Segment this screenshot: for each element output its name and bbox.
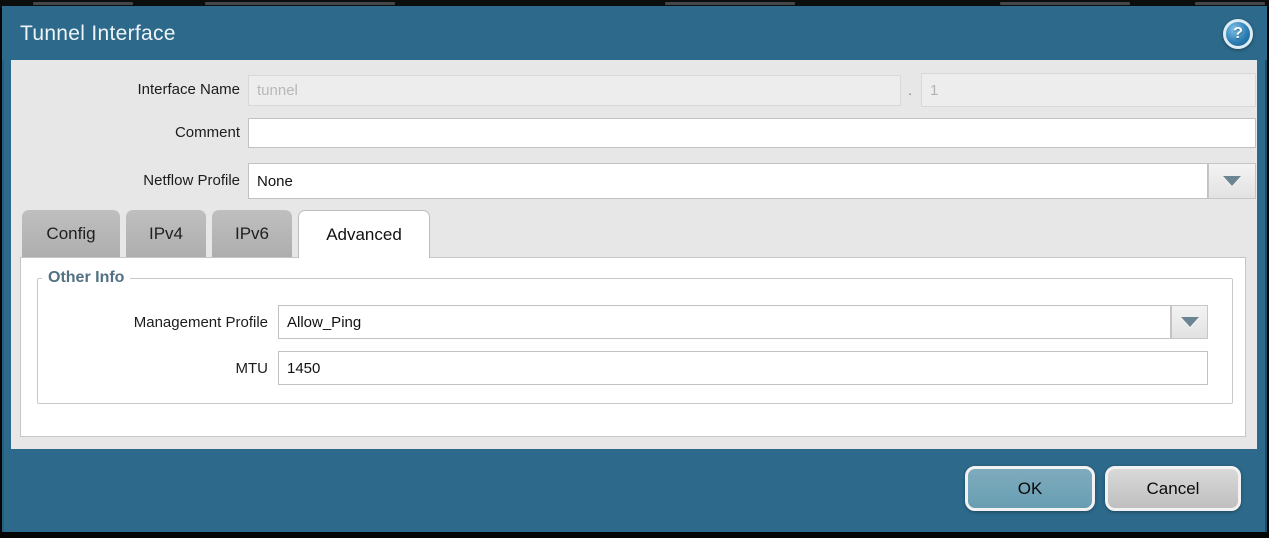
background-text-fragment bbox=[205, 2, 395, 5]
interface-name-separator: . bbox=[908, 82, 913, 99]
help-button[interactable]: ? bbox=[1223, 19, 1253, 49]
tab-advanced[interactable]: Advanced bbox=[298, 210, 430, 258]
advanced-tab-panel: Other Info Management Profile MTU bbox=[20, 257, 1246, 437]
chevron-down-icon bbox=[1180, 317, 1199, 327]
management-profile-row: Management Profile bbox=[38, 305, 1220, 339]
ok-button[interactable]: OK bbox=[965, 466, 1095, 511]
chevron-down-icon bbox=[1223, 176, 1241, 186]
dialog-title: Tunnel Interface bbox=[20, 22, 176, 45]
tab-config[interactable]: Config bbox=[22, 210, 120, 257]
dialog-titlebar: Tunnel Interface ? bbox=[2, 6, 1267, 60]
background-page-strip bbox=[0, 0, 1269, 7]
mtu-label: MTU bbox=[235, 359, 269, 377]
dialog-body: Interface Name . Comment Netflow Profile… bbox=[11, 60, 1257, 449]
mtu-row: MTU bbox=[38, 351, 1220, 385]
netflow-profile-label: Netflow Profile bbox=[143, 172, 240, 189]
netflow-profile-select[interactable] bbox=[248, 163, 1208, 199]
comment-input[interactable] bbox=[248, 118, 1256, 148]
background-text-fragment bbox=[33, 2, 133, 5]
question-mark-icon: ? bbox=[1233, 25, 1243, 42]
background-text-fragment bbox=[1000, 2, 1130, 5]
netflow-profile-dropdown-button[interactable] bbox=[1208, 163, 1256, 199]
cancel-button[interactable]: Cancel bbox=[1105, 466, 1241, 511]
other-info-group: Other Info Management Profile MTU bbox=[37, 269, 1233, 404]
management-profile-select[interactable] bbox=[278, 305, 1171, 339]
management-profile-dropdown-button[interactable] bbox=[1171, 305, 1208, 339]
mtu-input[interactable] bbox=[278, 351, 1208, 385]
interface-name-label: Interface Name bbox=[137, 81, 240, 98]
tab-ipv6[interactable]: IPv6 bbox=[212, 210, 292, 257]
background-text-fragment bbox=[1195, 2, 1265, 5]
interface-name-suffix-input[interactable] bbox=[921, 73, 1256, 107]
background-text-fragment bbox=[665, 2, 795, 5]
comment-label: Comment bbox=[174, 124, 240, 141]
interface-name-input bbox=[248, 75, 901, 106]
management-profile-label: Management Profile bbox=[133, 313, 268, 331]
tab-ipv4[interactable]: IPv4 bbox=[126, 210, 206, 257]
other-info-section-title: Other Info bbox=[48, 269, 125, 286]
